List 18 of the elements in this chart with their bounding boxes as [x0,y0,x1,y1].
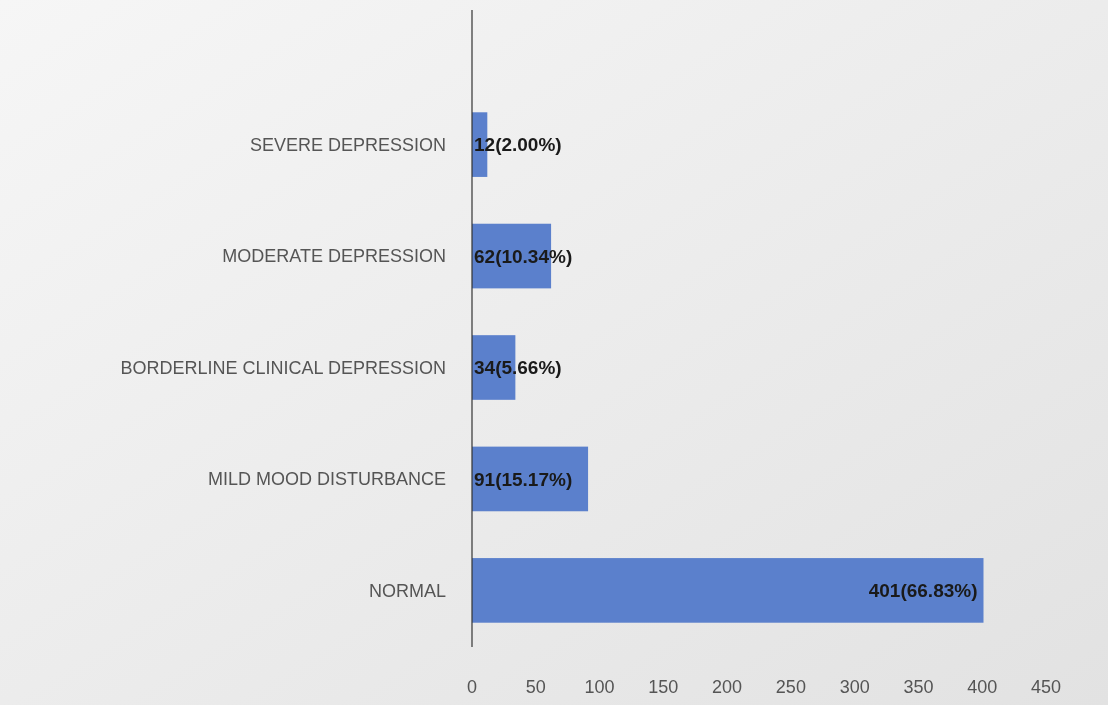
x-tick-label: 300 [839,677,870,697]
x-tick-label: 350 [903,677,934,697]
data-label: 91(15.17%) [474,468,573,490]
y-tick-label: MODERATE DEPRESSION [222,246,446,267]
x-tick-label: 450 [1030,677,1062,697]
x-tick-label: 100 [584,677,615,697]
data-label: 401(66.83%) [868,580,978,602]
y-tick-label: MILD MOOD DISTURBANCE [207,469,446,490]
x-tick-label: 50 [525,677,546,697]
x-tick-label: 400 [967,677,998,697]
y-tick-label: BORDERLINE CLINICAL DEPRESSION [120,357,446,378]
y-tick-label: NORMAL [368,580,446,601]
x-tick-label: 200 [712,677,743,697]
x-tick-label: 150 [648,677,679,697]
y-tick-label: SEVERE DEPRESSION [249,134,446,155]
x-tick-label: 250 [775,677,806,697]
x-tick-label: 0 [466,677,478,697]
bar [472,558,984,623]
